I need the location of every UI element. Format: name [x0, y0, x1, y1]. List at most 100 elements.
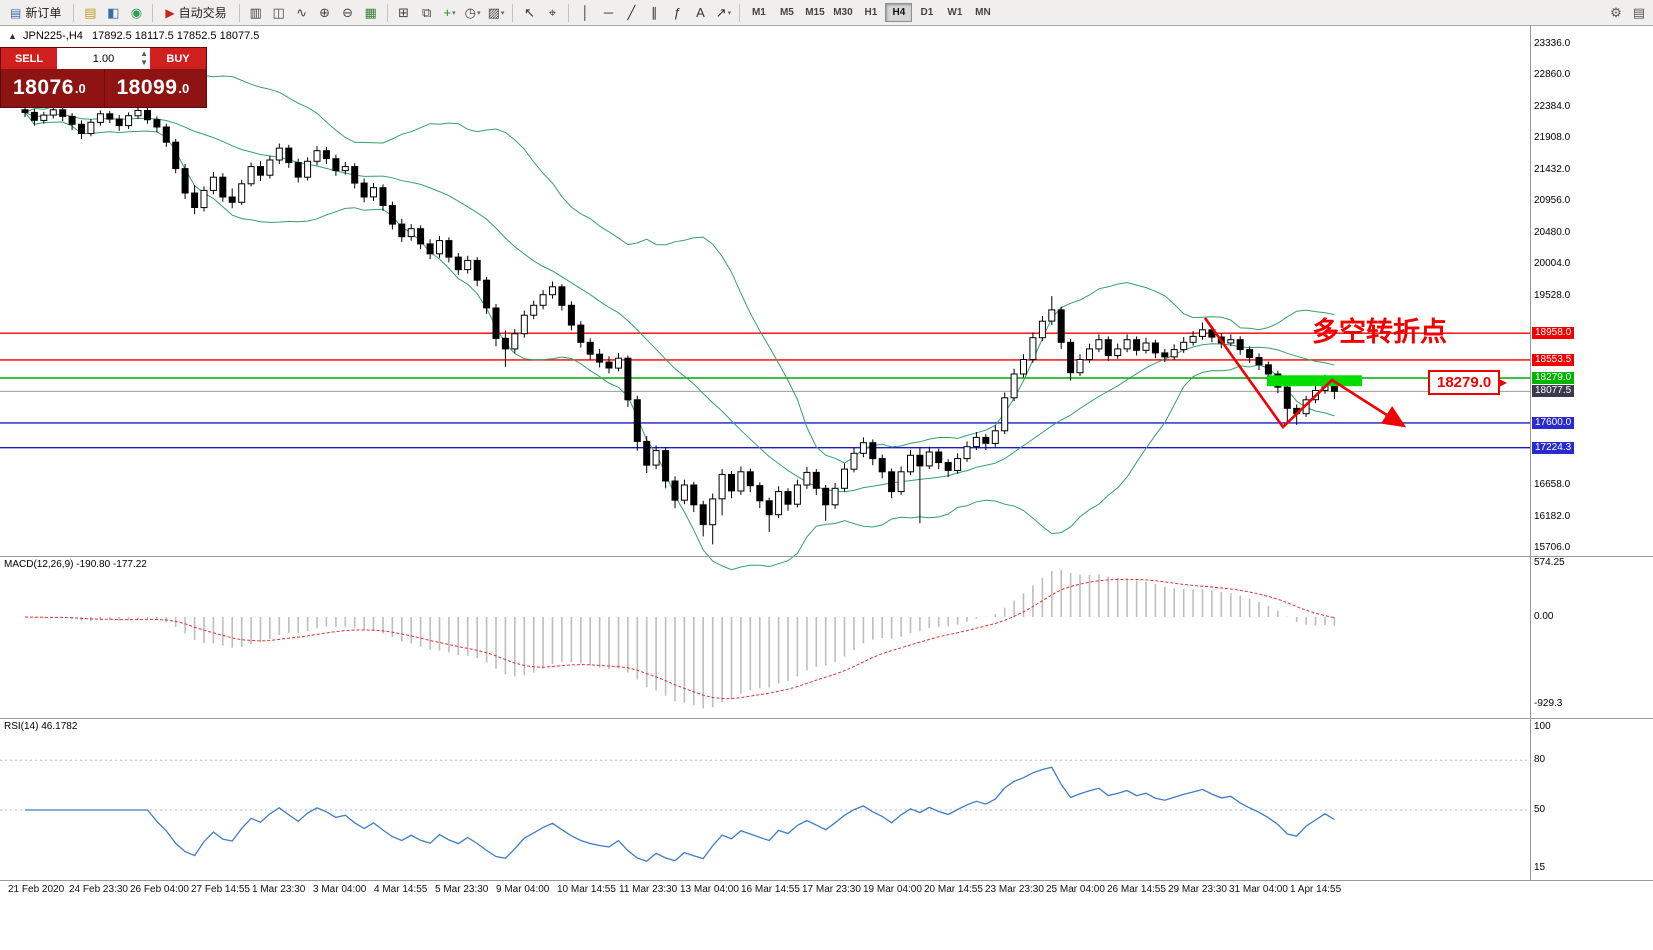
indicators-icon: + [443, 5, 452, 20]
periods-button[interactable]: ◷ ▾ [462, 3, 484, 23]
price-axis-label: 22384.0 [1534, 101, 1571, 112]
macd-axis-label: 0.00 [1534, 611, 1554, 622]
timeframe-w1[interactable]: W1 [941, 3, 968, 22]
date-axis-label: 9 Mar 04:00 [496, 884, 550, 895]
trend-arrow-drawing[interactable] [1203, 317, 1407, 429]
volume-down-icon[interactable]: ▼ [140, 58, 148, 67]
date-axis-label: 25 Mar 04:00 [1046, 884, 1105, 895]
timeframe-m1[interactable]: M1 [745, 3, 772, 22]
zoom-out-button[interactable]: ⊖ [337, 3, 359, 23]
date-axis-label: 29 Mar 23:30 [1168, 884, 1227, 895]
horizontal-line-icon: ─ [603, 5, 614, 20]
zoom-in-button[interactable]: ⊕ [314, 3, 336, 23]
timeframe-h1[interactable]: H1 [857, 3, 884, 22]
timeframe-m5[interactable]: M5 [773, 3, 800, 22]
fibonacci-button[interactable]: ƒ [666, 3, 688, 23]
tile-windows-icon: ⊞ [398, 5, 410, 20]
date-axis-label: 21 Feb 2020 [8, 884, 65, 895]
sell-price-main: 18076 [13, 76, 74, 99]
horizontal-line-button[interactable]: ─ [597, 3, 619, 23]
sell-price[interactable]: 18076.0 [1, 69, 104, 107]
market-watch-button[interactable]: ▤ [79, 3, 101, 23]
rsi-indicator-label: RSI(14) 46.1782 [4, 721, 78, 732]
line-chart-button[interactable]: ∿ [291, 3, 313, 23]
buy-price[interactable]: 18099.0 [103, 69, 207, 107]
volume-up-icon[interactable]: ▲ [140, 49, 148, 58]
price-axis-label: 20956.0 [1534, 195, 1571, 206]
insert-group: + ▾ ◷ ▾ ▨ ▾ [439, 3, 508, 23]
toolbar-separator [152, 3, 154, 22]
sell-button[interactable]: SELL [1, 48, 57, 69]
price-axis-label: 19528.0 [1534, 290, 1571, 301]
layout-button[interactable]: ▤ [1628, 3, 1650, 23]
macd-layer [24, 569, 1336, 709]
templates-icon: ▨ [487, 5, 500, 20]
toolbar: ▤ 新订单 ▤ ◧ ◉ ▶ 自动交易 ▥ ◫ ∿ ⊕ ⊖ ▦ ⊞ ⧉ + ▾ ◷ ▾ ▨ ▾ ↖ ⌖ │ ─… [0, 0, 1653, 26]
timeframe-m30[interactable]: M30 [829, 3, 856, 22]
indicators-button[interactable]: + ▾ [439, 3, 461, 23]
autotrading-icon: ▶ [165, 5, 175, 20]
data-window-button[interactable]: ◧ [102, 3, 124, 23]
toolbar-separator [386, 3, 388, 22]
trendline-button[interactable]: ╱ [620, 3, 642, 23]
new-order-button[interactable]: ▤ 新订单 [3, 2, 68, 24]
bar-chart-button[interactable]: ▥ [245, 3, 267, 23]
bollinger-bands-layer [24, 74, 1335, 571]
toolbar-separator [512, 3, 514, 22]
price-axis-label: 15706.0 [1534, 542, 1571, 553]
rsi-axis-label: 15 [1534, 862, 1546, 873]
cursor-group: ↖ ⌖ [518, 3, 563, 23]
new-order-label: 新订单 [25, 6, 62, 20]
volume-stepper[interactable]: ▲ ▼ [140, 49, 148, 67]
templates-button[interactable]: ▨ ▾ [485, 3, 508, 23]
date-axis-label: 26 Mar 14:55 [1107, 884, 1166, 895]
buy-button[interactable]: BUY [150, 48, 206, 69]
macd-axis-label: 574.25 [1534, 557, 1565, 568]
chart-settings-button[interactable]: ⚙ [1605, 3, 1627, 23]
time-axis[interactable]: 21 Feb 2020 24 Feb 23:30 26 Feb 04:00 27 Fe… [0, 884, 1653, 898]
date-axis-label: 1 Mar 23:30 [252, 884, 306, 895]
timeframe-h4[interactable]: H4 [885, 3, 913, 22]
tile-windows-button[interactable]: ⊞ [393, 3, 415, 23]
volume-input[interactable]: 1.00 ▲ ▼ [57, 48, 150, 69]
quote-bar: ▲ JPN225-,H4 17892.5 18117.5 17852.5 180… [8, 30, 259, 42]
periods-icon: ◷ [464, 5, 477, 20]
buy-price-frac: .0 [178, 80, 190, 96]
crosshair-button[interactable]: ⌖ [541, 3, 563, 23]
cursor-button[interactable]: ↖ [518, 3, 540, 23]
grid-button[interactable]: ▦ [360, 3, 382, 23]
rsi-axis-label: 100 [1534, 721, 1551, 732]
chart-text-annotation[interactable]: 多空转折点 [1312, 317, 1447, 347]
fibonacci-icon: ƒ [673, 5, 682, 20]
symbol-title: JPN225-,H4 [22, 30, 83, 42]
date-axis-label: 17 Mar 23:30 [802, 884, 861, 895]
vertical-line-button[interactable]: │ [574, 3, 596, 23]
rsi-axis-label: 80 [1534, 754, 1546, 765]
one-click-trading-widget: SELL 1.00 ▲ ▼ BUY 18076.0 18099.0 [0, 47, 207, 108]
arrange-group: ⊞ ⧉ [393, 3, 438, 23]
bar-chart-icon: ▥ [249, 5, 262, 20]
date-axis-label: 11 Mar 23:30 [619, 884, 678, 895]
cascade-windows-button[interactable]: ⧉ [416, 3, 438, 23]
timeframe-m15[interactable]: M15 [801, 3, 828, 22]
candlestick-chart-button[interactable]: ◫ [268, 3, 290, 23]
timeframe-mn[interactable]: MN [969, 3, 996, 22]
date-axis-label: 23 Mar 23:30 [985, 884, 1044, 895]
chart-type-group: ▥ ◫ ∿ [245, 3, 313, 23]
price-axis-label: 22860.0 [1534, 69, 1571, 80]
channel-button[interactable]: ∥ [643, 3, 665, 23]
price-callout-box[interactable]: 18279.0 [1428, 370, 1508, 395]
text-button[interactable]: A [689, 3, 711, 23]
autotrading-button[interactable]: ▶ 自动交易 [158, 2, 233, 24]
price-axis[interactable]: 23336.0 22860.0 22384.0 21908.0 21432.0 20956… [1532, 0, 1653, 880]
zoom-out-icon: ⊖ [342, 5, 354, 20]
volume-value: 1.00 [92, 52, 115, 65]
right-icons-group: ⚙ ▤ [1605, 3, 1650, 23]
navigator-button[interactable]: ◉ [125, 3, 147, 23]
highlight-rectangle[interactable] [1267, 375, 1362, 387]
timeframe-d1[interactable]: D1 [913, 3, 940, 22]
price-axis-label: 20480.0 [1534, 227, 1571, 238]
arrows-button[interactable]: ↗ ▾ [712, 3, 734, 23]
